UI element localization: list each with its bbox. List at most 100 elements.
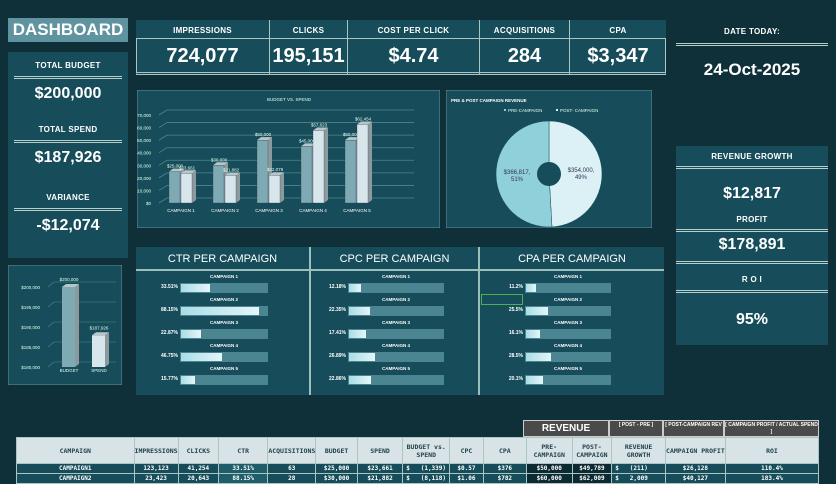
column-header[interactable]: ACQUISITIONS <box>267 437 317 464</box>
table-cell[interactable]: $21,882 <box>356 473 404 484</box>
spend-bar <box>268 175 281 204</box>
table-cell[interactable]: $50,000 <box>525 463 573 474</box>
super-header: [ POST-CAMPAIGN REV <box>663 420 724 437</box>
kpi-bar-row: CAMPAIGN 3 22.87% <box>136 319 309 341</box>
kpi-bar-fill <box>181 330 202 338</box>
gridline <box>158 109 168 116</box>
kpi-bar-row: CAMPAIGN 4 46.75% <box>136 342 309 364</box>
kpi-strip-values <box>136 38 666 75</box>
bar-top <box>269 172 284 176</box>
table-header-row: CAMPAIGN IMPRESSIONS CLICKS CTR ACQUISITIONS… <box>16 437 820 464</box>
kpi-label: CLICKS <box>292 26 325 35</box>
table-cell[interactable]: CAMPAIGN2 <box>16 473 135 484</box>
chart-background <box>137 90 440 228</box>
table-cell[interactable]: $ 2,009 <box>611 473 666 484</box>
table-row: CAMPAIGN1 123,123 41,254 33.51% 63 $25,000 $23… <box>16 463 820 474</box>
table-cell[interactable]: $ (1,339) <box>402 463 451 474</box>
column-header[interactable]: BUDGET vs. SPEND <box>402 437 451 464</box>
legend-entry: PRE-CAMPAIGN <box>508 108 542 113</box>
chart-title: PRE & POST CAMPAIGN REVENUE <box>451 98 527 103</box>
table-cell[interactable]: 33.51% <box>218 463 269 474</box>
kpi-bar-value: 12.18% <box>329 284 346 290</box>
kpi-strip-header <box>136 20 666 38</box>
column-header[interactable]: PRE-CAMPAIGN <box>525 437 573 464</box>
column-header[interactable]: SPEND <box>356 437 404 464</box>
table-cell[interactable]: $ (211) <box>611 463 666 474</box>
kpi-bar-track <box>525 283 611 293</box>
data-label: $30,000 <box>211 157 228 162</box>
kpi-bar-track <box>525 375 611 385</box>
kpi-bar-track <box>180 329 268 339</box>
kpi-bar-value: 26.89% <box>329 353 346 359</box>
column-header[interactable]: CTR <box>218 437 269 464</box>
x-tick-label: CAMPAIGN 3 <box>255 208 283 213</box>
table-cell[interactable]: 63 <box>267 463 317 474</box>
table-cell[interactable]: 23,423 <box>133 473 179 484</box>
bar-top <box>213 162 228 166</box>
kpi-bar-fill <box>526 307 548 315</box>
date-label: DATE TODAY: <box>724 27 780 36</box>
table-cell[interactable]: $26,128 <box>664 463 726 474</box>
column-header[interactable]: IMPRESSIONS <box>133 437 179 464</box>
table-cell[interactable]: 88.15% <box>218 473 269 484</box>
kpi-bar-value: 15.77% <box>161 376 178 382</box>
kpi-bar-value: 20.1% <box>508 376 523 382</box>
table-cell[interactable]: $23,661 <box>356 463 404 474</box>
column-header[interactable]: POST-CAMPAIGN <box>571 437 613 464</box>
x-tick-label: CAMPAIGN 1 <box>167 208 195 213</box>
campaign-name: CAMPAIGN 1 <box>210 274 238 279</box>
column-header[interactable]: CLICKS <box>177 437 220 464</box>
table-cell[interactable]: $ (8,118) <box>402 473 451 484</box>
table-cell[interactable]: CAMPAIGN1 <box>16 463 135 474</box>
x-tick-label: CAMPAIGN 5 <box>343 208 371 213</box>
budget-vs-spend-chart: BUDGET VS. SPEND $0 $10,000 $20,000 $30,000 $… <box>137 90 440 228</box>
table-cell[interactable]: $60,000 <box>525 473 573 484</box>
variance-value: -$12,074 <box>36 217 100 234</box>
roi-value: 95% <box>735 311 769 328</box>
gridline <box>158 172 168 179</box>
bar-top <box>345 137 360 141</box>
table-cell[interactable]: 41,254 <box>177 463 220 474</box>
column-header[interactable]: CPA <box>482 437 527 464</box>
kpi-bar-title: CPA PER CAMPAIGN <box>480 247 664 271</box>
gridline <box>47 281 55 288</box>
total-spend-label: TOTAL SPEND <box>38 125 98 134</box>
column-header[interactable]: CAMPAIGN PROFIT <box>664 437 726 464</box>
table-cell[interactable]: $49,789 <box>571 463 613 474</box>
spend-bar <box>356 124 369 204</box>
table-cell[interactable]: $782 <box>482 473 527 484</box>
kpi-bar-value: 46.75% <box>161 353 178 359</box>
table-cell[interactable]: 123,123 <box>133 463 179 474</box>
table-cell[interactable]: 28 <box>267 473 317 484</box>
column-header[interactable]: REVENUE GROWTH <box>611 437 666 464</box>
table-cell[interactable]: $40,127 <box>664 473 726 484</box>
data-label: $22,079 <box>267 167 284 172</box>
column-header[interactable]: CAMPAIGN <box>16 437 135 464</box>
gridline <box>47 341 55 348</box>
column-header[interactable]: BUDGET <box>315 437 358 464</box>
table-cell[interactable]: $25,000 <box>315 463 358 474</box>
table-cell[interactable]: $1.06 <box>449 473 484 484</box>
super-header: REVENUE <box>523 420 609 437</box>
slice-label: $354,000, <box>568 168 595 174</box>
bar-side <box>105 332 109 367</box>
table-cell[interactable]: $0.57 <box>449 463 484 474</box>
dashboard-title: DASHBOARD <box>8 18 128 42</box>
table-cell[interactable]: $376 <box>482 463 527 474</box>
kpi-bar-fill <box>349 307 371 315</box>
table-cell[interactable]: $30,000 <box>315 473 358 484</box>
column-header[interactable]: CPC <box>449 437 484 464</box>
campaign-name: CAMPAIGN 4 <box>382 343 410 348</box>
slice-label: 51% <box>511 177 524 183</box>
table-cell[interactable]: 183.4% <box>724 473 820 484</box>
table-cell[interactable]: 20,643 <box>177 473 220 484</box>
column-header[interactable]: ROI <box>724 437 820 464</box>
data-label: $45,000 <box>299 138 316 143</box>
table-cell[interactable]: 110.4% <box>724 463 820 474</box>
kpi-bar-track <box>180 375 268 385</box>
selected-cell[interactable] <box>481 294 523 305</box>
kpi-bar-group: CTR PER CAMPAIGN CAMPAIGN 1 33.51% CAMPAIGN… <box>136 247 311 395</box>
table-cell[interactable]: $62,009 <box>571 473 613 484</box>
campaign-name: CAMPAIGN 1 <box>382 274 410 279</box>
kpi-bar-value: 25.5% <box>508 307 523 313</box>
